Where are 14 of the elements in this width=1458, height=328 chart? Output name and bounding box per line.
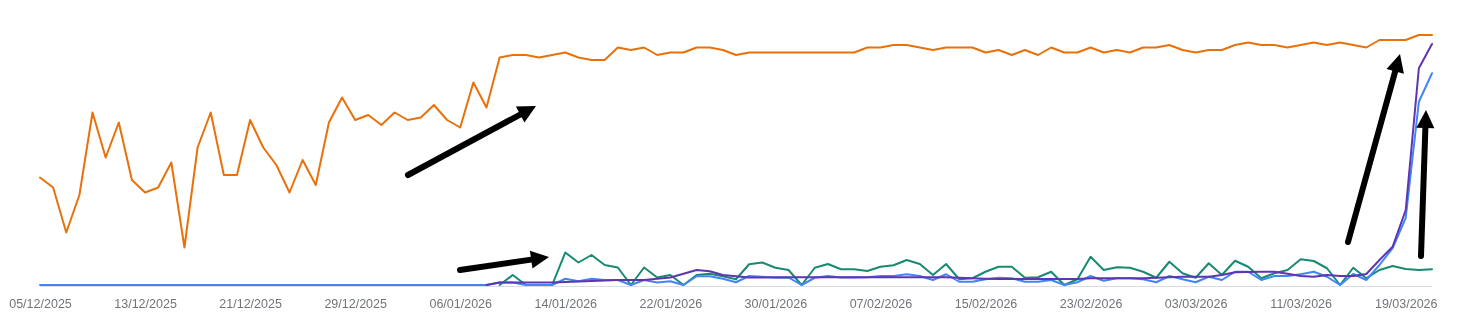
x-tick-label: 23/02/2026 — [1059, 297, 1123, 312]
x-tick-label: 19/03/2026 — [1374, 297, 1438, 312]
x-tick-label: 13/12/2025 — [114, 297, 177, 312]
x-tick-label: 07/02/2026 — [849, 297, 913, 312]
x-tick-label: 06/01/2026 — [429, 297, 493, 312]
x-tick-label: 15/02/2026 — [954, 297, 1018, 312]
x-tick-label: 30/01/2026 — [744, 297, 808, 312]
x-tick-label: 05/12/2025 — [9, 297, 72, 312]
x-tick-label: 21/12/2025 — [219, 297, 282, 312]
x-tick-label: 29/12/2025 — [324, 297, 387, 312]
x-tick-label: 22/01/2026 — [639, 297, 703, 312]
x-tick-label: 14/01/2026 — [534, 297, 598, 312]
x-tick-label: 11/03/2026 — [1270, 297, 1333, 312]
x-tick-label: 03/03/2026 — [1164, 297, 1228, 312]
